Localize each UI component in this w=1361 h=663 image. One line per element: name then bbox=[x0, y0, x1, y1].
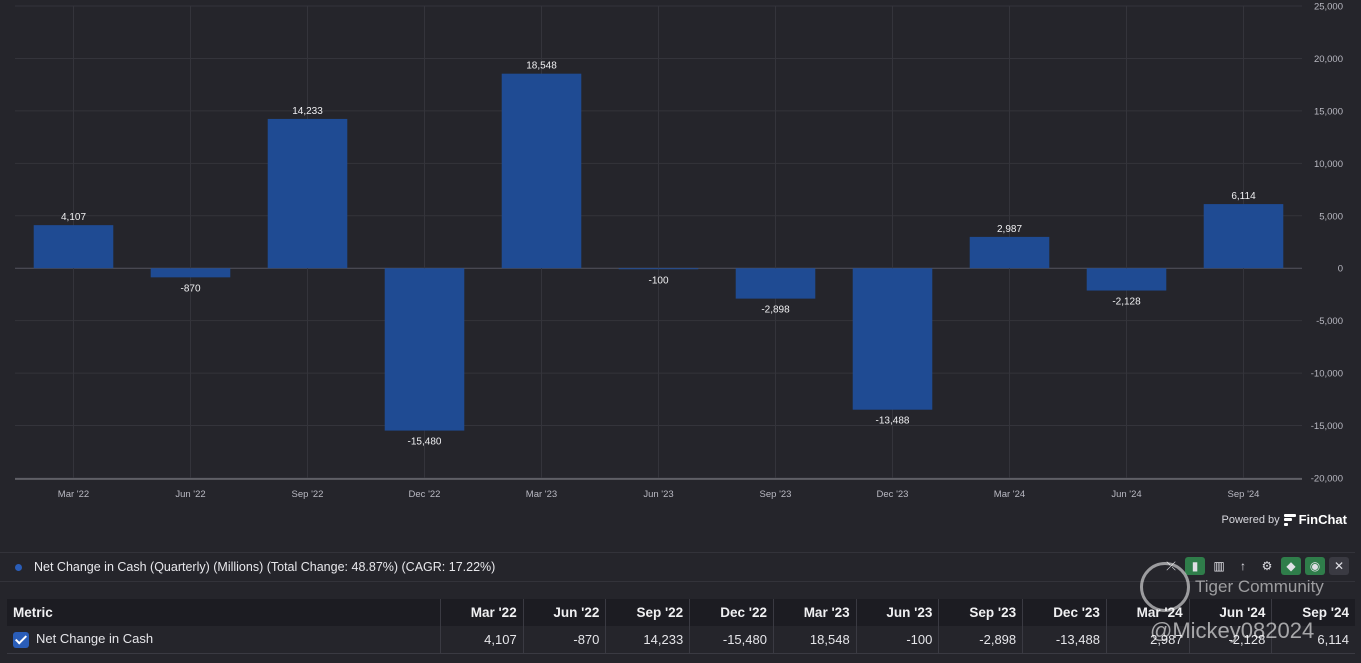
column-header[interactable]: Dec '22 bbox=[689, 599, 774, 626]
y-tick-label: 20,000 bbox=[1314, 54, 1343, 65]
x-tick-label: Mar '23 bbox=[526, 489, 557, 500]
data-label: 14,233 bbox=[292, 106, 323, 117]
column-chart-icon[interactable]: ▥ bbox=[1213, 559, 1225, 573]
column-header[interactable]: Sep '23 bbox=[938, 599, 1023, 626]
bar bbox=[1203, 204, 1284, 269]
y-tick-label: -15,000 bbox=[1311, 421, 1343, 432]
close-icon[interactable]: ✕ bbox=[1329, 557, 1349, 575]
data-label: 6,114 bbox=[1231, 191, 1256, 202]
legend[interactable]: Net Change in Cash (Quarterly) (Millions… bbox=[0, 552, 1355, 582]
bar bbox=[267, 118, 348, 269]
data-label: -100 bbox=[648, 275, 668, 286]
data-label: 18,548 bbox=[526, 61, 557, 72]
y-tick-label: 10,000 bbox=[1314, 159, 1343, 170]
powered-by[interactable]: Powered by FinChat bbox=[1222, 512, 1347, 527]
column-header[interactable]: Jun '22 bbox=[522, 599, 606, 626]
finchat-logo-icon bbox=[1283, 513, 1296, 526]
chart-toolbar: ⤫ ▮ ▥ ↑ ⚙ ◆ ◉ ✕ bbox=[1161, 557, 1349, 575]
bar-chart: 25,000 20,000 15,000 10,000 5,000 0 -5,000 -10,… bbox=[15, 2, 1343, 500]
data-label: -13,488 bbox=[876, 416, 910, 427]
x-tick-label: Jun '22 bbox=[175, 489, 205, 500]
legend-marker bbox=[15, 563, 22, 571]
data-label: -2,128 bbox=[1112, 297, 1141, 308]
table-cell: 2,987 bbox=[1105, 626, 1190, 654]
y-tick-label: 0 bbox=[1338, 264, 1343, 275]
bar bbox=[852, 268, 933, 410]
data-label: 4,107 bbox=[61, 212, 86, 223]
powered-by-prefix: Powered by bbox=[1221, 513, 1280, 526]
bar bbox=[969, 236, 1050, 269]
column-header-metric: Metric bbox=[7, 599, 441, 626]
table-cell: 14,233 bbox=[605, 626, 690, 654]
y-tick-label: -10,000 bbox=[1311, 369, 1343, 380]
data-label: -2,898 bbox=[761, 305, 790, 316]
column-header[interactable]: Jun '24 bbox=[1188, 599, 1272, 626]
x-tick-label: Dec '23 bbox=[877, 489, 909, 500]
table-cell: -100 bbox=[855, 626, 939, 654]
y-tick-label: 15,000 bbox=[1314, 106, 1343, 117]
column-header[interactable]: Sep '22 bbox=[605, 599, 690, 626]
finchat-logo: FinChat bbox=[1283, 512, 1347, 527]
x-tick-label: Sep '23 bbox=[760, 489, 792, 500]
column-header[interactable]: Mar '22 bbox=[440, 599, 524, 626]
x-tick-label: Dec '22 bbox=[409, 489, 441, 500]
finchat-brand-text: FinChat bbox=[1298, 512, 1347, 527]
legend-label: Net Change in Cash (Quarterly) (Millions… bbox=[34, 560, 496, 574]
row-label: Net Change in Cash bbox=[36, 631, 154, 647]
table-header-row: Metric Mar '22 Jun '22 Sep '22 Dec '22 M… bbox=[7, 599, 1355, 626]
bar bbox=[618, 268, 699, 270]
x-tick-label: Mar '22 bbox=[58, 489, 89, 500]
x-tick-label: Sep '24 bbox=[1228, 489, 1260, 500]
table-cell: -870 bbox=[522, 626, 606, 654]
sort-icon[interactable]: ↑ bbox=[1240, 559, 1246, 573]
eye-icon[interactable]: ◉ bbox=[1305, 557, 1325, 575]
data-label: -870 bbox=[180, 283, 200, 294]
y-tick-label: 5,000 bbox=[1319, 211, 1343, 222]
x-tick-label: Jun '24 bbox=[1111, 489, 1141, 500]
trend-off-icon[interactable]: ⤫ bbox=[1166, 558, 1176, 573]
table-cell: -13,488 bbox=[1022, 626, 1107, 654]
data-label: 2,987 bbox=[997, 224, 1022, 235]
bar bbox=[150, 268, 231, 278]
y-tick-label: -20,000 bbox=[1311, 474, 1343, 485]
bar-chart-icon[interactable]: ▮ bbox=[1185, 557, 1205, 575]
data-label: -15,480 bbox=[408, 437, 442, 448]
table-cell: -2,898 bbox=[938, 626, 1023, 654]
table-cell: 4,107 bbox=[440, 626, 524, 654]
series-checkbox[interactable] bbox=[13, 631, 29, 648]
data-table: Metric Mar '22 Jun '22 Sep '22 Dec '22 M… bbox=[7, 599, 1355, 654]
bar bbox=[735, 268, 816, 299]
table-cell: -15,480 bbox=[689, 626, 774, 654]
bar bbox=[33, 225, 114, 269]
column-header[interactable]: Mar '24 bbox=[1105, 599, 1190, 626]
x-tick-label: Jun '23 bbox=[643, 489, 673, 500]
column-header[interactable]: Jun '23 bbox=[855, 599, 939, 626]
bar bbox=[384, 268, 465, 431]
column-header[interactable]: Dec '23 bbox=[1022, 599, 1107, 626]
column-header[interactable]: Sep '24 bbox=[1271, 599, 1355, 626]
table-row: Net Change in Cash 4,107 -870 14,233 -15… bbox=[7, 626, 1355, 654]
x-tick-label: Sep '22 bbox=[292, 489, 324, 500]
row-label-cell: Net Change in Cash bbox=[7, 626, 441, 654]
gear-icon[interactable]: ⚙ bbox=[1261, 559, 1273, 573]
table-cell: 6,114 bbox=[1271, 626, 1355, 654]
tag-icon[interactable]: ◆ bbox=[1281, 557, 1301, 575]
column-header[interactable]: Mar '23 bbox=[772, 599, 857, 626]
bar bbox=[501, 73, 582, 269]
y-tick-label: 25,000 bbox=[1314, 2, 1343, 13]
table-cell: 18,548 bbox=[772, 626, 857, 654]
x-tick-label: Mar '24 bbox=[994, 489, 1025, 500]
y-tick-label: -5,000 bbox=[1316, 316, 1343, 327]
bar bbox=[1086, 268, 1167, 291]
table-cell: -2,128 bbox=[1188, 626, 1272, 654]
